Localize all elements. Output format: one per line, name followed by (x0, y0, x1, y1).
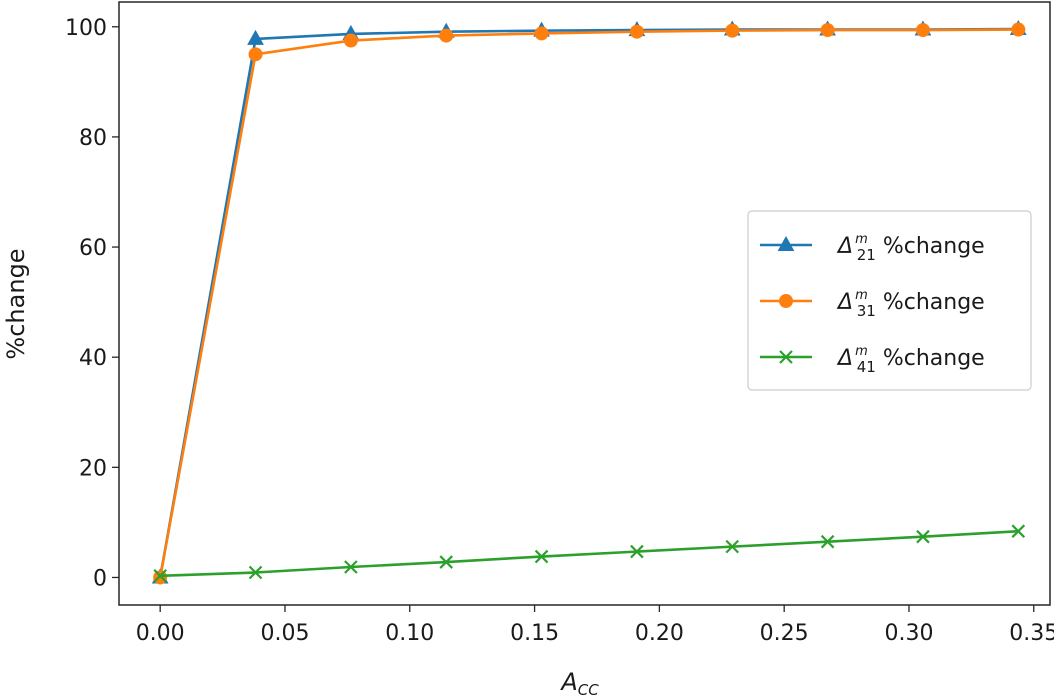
data-point-41-stroke-b (916, 529, 930, 544)
series-41 (153, 524, 1026, 583)
legend-marker (777, 235, 795, 251)
series-line-41 (160, 529, 1019, 578)
data-point-41 (916, 529, 930, 544)
data-point-41-stroke-b (248, 565, 263, 580)
legend-superscript: m (855, 288, 868, 303)
data-point-31 (343, 33, 358, 48)
x-tick-label: 0.00 (136, 621, 185, 646)
x-tick-label: 0.25 (760, 621, 809, 646)
y-tick-label: 0 (93, 566, 107, 591)
x-axis: 0.00 0.05 0.10 0.15 0.20 0.25 0.30 0.35 (136, 605, 1054, 646)
y-tick-label: 40 (79, 346, 107, 371)
legend-symbol: Δ (836, 234, 853, 259)
data-point-31 (629, 24, 644, 39)
x-tick-label: 0.20 (635, 621, 684, 646)
legend-text: %change (876, 290, 985, 315)
data-point-41-stroke-b (820, 534, 835, 549)
data-point-41-stroke-b (439, 555, 454, 569)
data-point-41 (439, 555, 454, 569)
x-tick-label: 0.30 (884, 621, 933, 646)
legend-superscript: m (855, 232, 868, 247)
data-point-41 (153, 569, 167, 583)
data-point-41 (344, 560, 358, 574)
legend-box (747, 210, 1032, 391)
data-point-31 (153, 570, 168, 585)
data-point-41 (725, 539, 740, 554)
y-tick-label: 60 (79, 236, 107, 261)
y-tick-label: 100 (65, 16, 107, 41)
y-axis-label: %change (2, 248, 30, 359)
legend-subscript: 31 (857, 302, 876, 320)
x-tick-label: 0.05 (260, 621, 309, 646)
y-tick-label: 80 (79, 126, 107, 151)
legend-symbol: Δ (836, 346, 853, 371)
series-layer (151, 19, 1027, 585)
data-point-41-stroke-b (534, 549, 549, 564)
data-point-41 (534, 549, 549, 564)
data-point-41 (820, 534, 835, 549)
y-axis: 0 20 40 60 80 100 (65, 16, 119, 591)
data-point-41 (630, 544, 644, 559)
data-point-41-stroke-b (344, 560, 358, 574)
data-point-41-stroke-b (153, 569, 167, 583)
y-tick-label: 20 (79, 456, 107, 481)
x-axis-label-main: A (559, 668, 577, 696)
legend-text: %change (876, 346, 985, 371)
data-point-31 (915, 23, 930, 38)
series-line-31 (158, 28, 1019, 578)
data-point-31 (439, 28, 454, 43)
plot-frame (118, 1, 1051, 606)
legend-symbol: Δ (836, 290, 853, 315)
series-31 (153, 22, 1026, 585)
data-point-41 (248, 565, 263, 580)
data-point-31 (248, 47, 263, 62)
x-tick-label: 0.15 (510, 621, 559, 646)
legend-subscript: 21 (857, 246, 876, 264)
data-point-31 (534, 26, 549, 41)
x-axis-label-sub: CC (578, 681, 599, 697)
legend-marker (779, 294, 793, 308)
data-point-41 (1011, 524, 1026, 538)
x-axis-label: ACC (559, 668, 599, 697)
data-point-41-stroke-b (630, 544, 644, 559)
legend-superscript: m (855, 344, 868, 359)
x-tick-label: 0.35 (1009, 621, 1054, 646)
data-point-41-stroke-b (725, 539, 740, 554)
legend-marker-stroke-b (779, 350, 793, 364)
data-point-31 (725, 23, 740, 38)
data-point-31 (1011, 22, 1026, 37)
legend-subscript: 41 (857, 358, 876, 376)
data-point-21 (247, 29, 264, 45)
x-tick-label: 0.10 (385, 621, 434, 646)
data-point-31 (820, 23, 835, 38)
legend-marker (779, 350, 793, 364)
legend-text: %change (876, 234, 985, 259)
data-point-41-stroke-b (1011, 524, 1026, 538)
